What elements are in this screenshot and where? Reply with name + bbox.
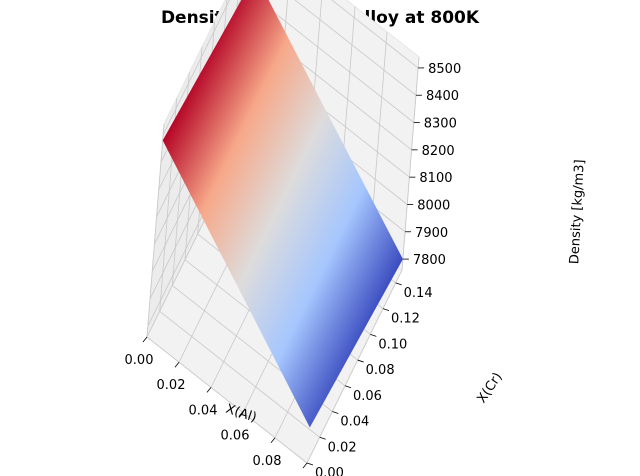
z-tick-label: 8200: [422, 144, 455, 159]
z-tick-label: 7800: [413, 253, 446, 268]
y-tick-label: 0.02: [328, 440, 357, 455]
z-tick-label: 8000: [417, 198, 450, 213]
z-tick-label: 8300: [424, 117, 457, 132]
x-tick-mark: [174, 361, 180, 368]
y-tick-label: 0.08: [366, 363, 395, 378]
x-tick-label: 0.06: [221, 429, 250, 444]
density-surface: [162, 0, 403, 428]
x-tick-label: 0.08: [253, 454, 282, 469]
z-tick-label: 7900: [415, 226, 448, 241]
x-tick-label: 0.02: [157, 378, 186, 393]
y-tick-mark: [357, 359, 364, 363]
x-tick-mark: [270, 437, 276, 444]
y-tick-mark: [395, 282, 402, 286]
z-axis-label: Density [kg/m3]: [567, 159, 587, 264]
y-tick-mark: [344, 385, 352, 389]
x-tick-mark: [142, 336, 148, 343]
z-grid-line: [162, 0, 419, 136]
y-tick-label: 0.04: [340, 415, 369, 430]
y-grid-line: [159, 98, 320, 438]
y-tick-label: 0.14: [404, 286, 433, 301]
x-tick-mark: [206, 387, 212, 393]
y-tick-mark: [370, 333, 377, 337]
z-tick-label: 8400: [426, 89, 459, 104]
y-tick-label: 0.00: [315, 466, 344, 476]
x-tick-mark: [238, 412, 244, 418]
x-tick-mark: [302, 462, 308, 469]
surface-group: [162, 0, 403, 428]
y-tick-label: 0.12: [391, 312, 420, 327]
tick-group: 0.000.020.040.060.080.100.000.020.040.06…: [125, 62, 462, 476]
y-axis-label: X(Cr): [475, 370, 506, 406]
y-tick-mark: [306, 462, 314, 466]
y-tick-label: 0.10: [378, 337, 407, 352]
x-tick-label: 0.00: [125, 353, 154, 368]
y-tick-mark: [332, 411, 339, 414]
z-tick-label: 8100: [419, 171, 452, 186]
y-tick-label: 0.06: [353, 389, 382, 404]
y-tick-mark: [319, 436, 326, 440]
x-grid-line: [306, 56, 420, 464]
z-tick-label: 8500: [428, 62, 461, 77]
x-tick-label: 0.04: [189, 403, 218, 418]
y-tick-mark: [382, 308, 390, 311]
